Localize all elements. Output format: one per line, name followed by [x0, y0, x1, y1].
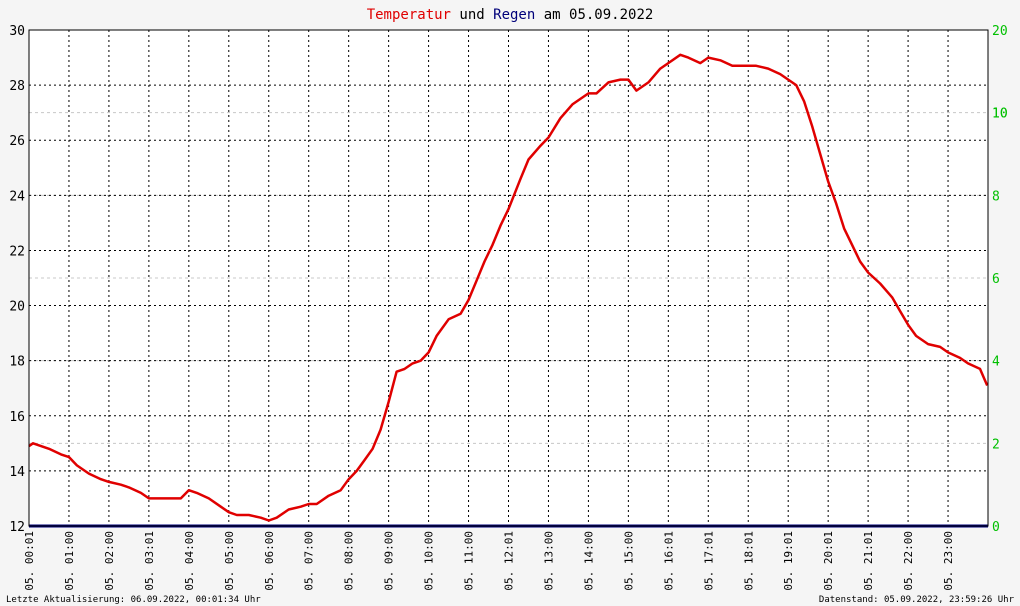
- title-temperature: Temperatur: [367, 7, 451, 23]
- x-tick-label: 05. 06:00: [263, 531, 276, 591]
- y-right-tick-label: 6: [992, 272, 1000, 287]
- x-tick-label: 05. 16:01: [662, 531, 675, 591]
- x-tick-label: 05. 23:00: [942, 531, 955, 591]
- y-left-tick-label: 12: [9, 520, 25, 535]
- y-left-tick-label: 24: [9, 189, 25, 204]
- x-tick-label: 05. 19:01: [782, 531, 795, 591]
- grid-layer: [29, 29, 988, 526]
- x-tick-label: 05. 18:01: [742, 531, 755, 591]
- y-right-tick-label: 2: [992, 437, 1000, 452]
- x-tick-label: 05. 04:00: [183, 531, 196, 591]
- y-right-tick-label: 4: [992, 355, 1000, 370]
- y-right-tick-label: 20: [992, 24, 1008, 39]
- title-date: am 05.09.2022: [535, 7, 653, 23]
- x-tick-label: 05. 20:01: [822, 531, 835, 591]
- y-right-tick-label: 0: [992, 520, 1000, 535]
- x-tick-label: 05. 09:00: [383, 531, 396, 591]
- footer-last-update: Letzte Aktualisierung: 06.09.2022, 00:01…: [6, 595, 261, 605]
- x-tick-label: 05. 17:01: [702, 531, 715, 591]
- y-right-tick-label: 10: [992, 107, 1008, 122]
- temperature-line: [28, 53, 989, 522]
- x-tick-label: 05. 03:01: [143, 531, 156, 591]
- y-left-tick-label: 30: [9, 24, 25, 39]
- x-tick-label: 05. 12:01: [503, 531, 516, 591]
- footer-data-status: Datenstand: 05.09.2022, 23:59:26 Uhr: [819, 595, 1015, 605]
- x-tick-label: 05. 08:00: [343, 531, 356, 591]
- x-tick-label: 05. 21:01: [862, 531, 875, 591]
- title-regen: Regen: [493, 7, 535, 23]
- x-tick-label: 05. 05:00: [223, 531, 236, 591]
- title-und: und: [451, 7, 493, 23]
- y-left-tick-label: 20: [9, 300, 25, 315]
- x-tick-label: 05. 01:00: [63, 531, 76, 591]
- y-left-tick-label: 28: [9, 79, 25, 94]
- x-tick-label: 05. 14:00: [582, 531, 595, 591]
- x-tick-label: 05. 07:00: [303, 531, 316, 591]
- plot-frame: [28, 29, 989, 527]
- y-right-tick-label: 10: [992, 107, 1008, 122]
- y-left-tick-label: 18: [9, 355, 25, 370]
- x-tick-label: 05. 22:00: [902, 531, 915, 591]
- y-right-tick-label: 8: [992, 189, 1000, 204]
- x-tick-label: 05. 10:00: [423, 531, 436, 591]
- y-left-tick-label: 14: [9, 465, 25, 480]
- x-tick-label: 05. 02:00: [103, 531, 116, 591]
- x-tick-label: 05. 00:01: [23, 531, 36, 591]
- x-tick-label: 05. 11:00: [463, 531, 476, 591]
- y-left-tick-label: 16: [9, 410, 25, 425]
- y-left-tick-label: 22: [9, 244, 25, 259]
- chart-title: Temperatur und Regen am 05.09.2022: [367, 7, 654, 23]
- y-left-tick-label: 26: [9, 134, 25, 149]
- x-tick-label: 05. 15:00: [622, 531, 635, 591]
- x-tick-label: 05. 13:00: [542, 531, 555, 591]
